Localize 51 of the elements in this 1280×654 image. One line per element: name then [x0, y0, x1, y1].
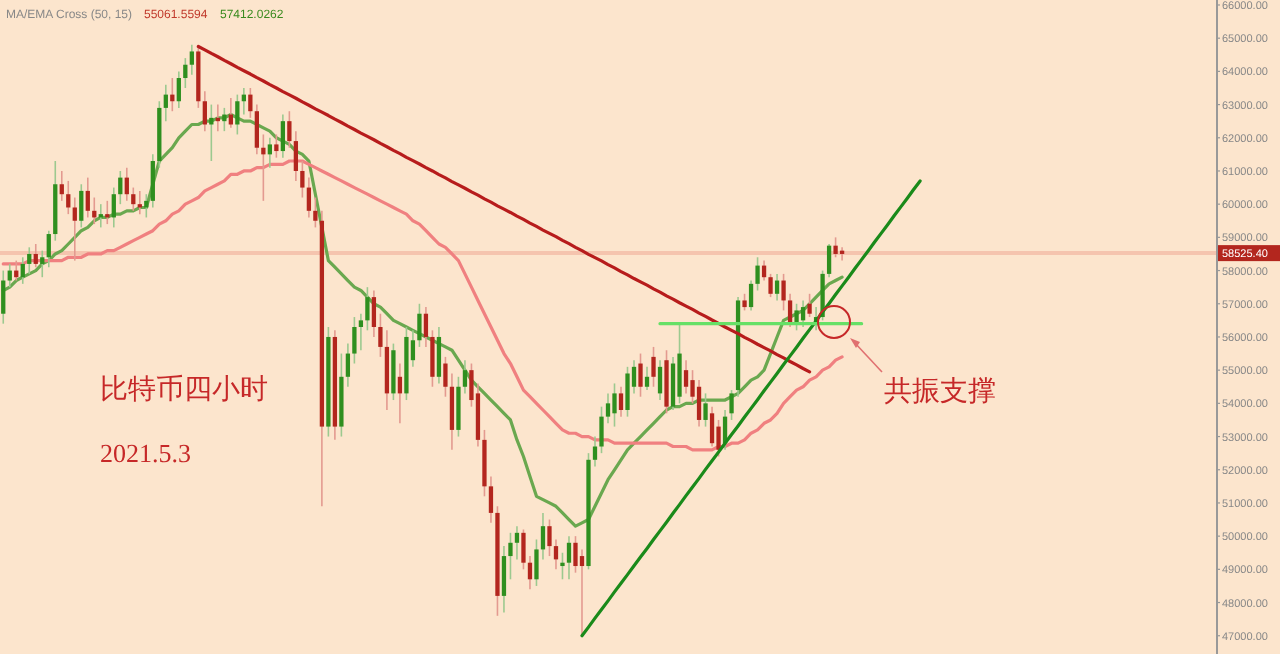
- candlestick: [254, 103, 259, 156]
- candlestick: [163, 83, 168, 122]
- candlestick: [79, 183, 84, 229]
- candlestick: [703, 392, 708, 428]
- line-series: [196, 44, 812, 374]
- candlestick: [644, 366, 650, 391]
- candlestick: [202, 90, 207, 132]
- candlestick: [72, 196, 77, 262]
- annotation: 比特币四小时: [100, 374, 268, 406]
- candlestick: [280, 113, 286, 159]
- candlestick: [625, 366, 630, 418]
- candlestick: [664, 349, 669, 415]
- candlestick: [677, 322, 682, 405]
- candlestick: [1, 269, 6, 325]
- candlestick: [449, 372, 455, 451]
- candlestick: [618, 385, 624, 418]
- candlestick: [670, 356, 676, 411]
- candlestick: [638, 352, 643, 398]
- candlestick: [391, 342, 396, 401]
- candlestick: [397, 362, 403, 425]
- candlestick: [436, 326, 442, 385]
- annotation: 共振支撑: [884, 376, 996, 408]
- candlestick: [176, 70, 181, 109]
- candlestick: [774, 273, 780, 302]
- candlestick: [579, 548, 585, 637]
- candlestick: [33, 243, 38, 269]
- candlestick: [501, 545, 507, 614]
- candlestick: [833, 236, 838, 259]
- candlestick: [306, 176, 312, 219]
- candlestick: [651, 346, 656, 388]
- candlestick: [124, 166, 129, 202]
- candlestick: [267, 136, 273, 169]
- candlestick: [800, 299, 806, 328]
- candlestick: [794, 302, 799, 332]
- candlestick: [235, 93, 240, 136]
- candlestick: [248, 87, 253, 119]
- candlestick: [274, 133, 279, 159]
- candlestick: [709, 405, 715, 448]
- candlestick: [696, 379, 702, 428]
- candlestick: [683, 359, 689, 395]
- candlestick: [189, 44, 194, 76]
- candlestick: [85, 176, 90, 219]
- candlestick: [807, 293, 812, 318]
- candlestick: [384, 329, 390, 411]
- candlestick: [514, 525, 520, 561]
- candlestick: [7, 263, 12, 288]
- annotation: 2021.5.3: [100, 438, 191, 468]
- candlestick: [612, 382, 617, 428]
- candlestick: [566, 535, 572, 581]
- candlestick: [40, 249, 45, 278]
- candlestick: [657, 359, 663, 401]
